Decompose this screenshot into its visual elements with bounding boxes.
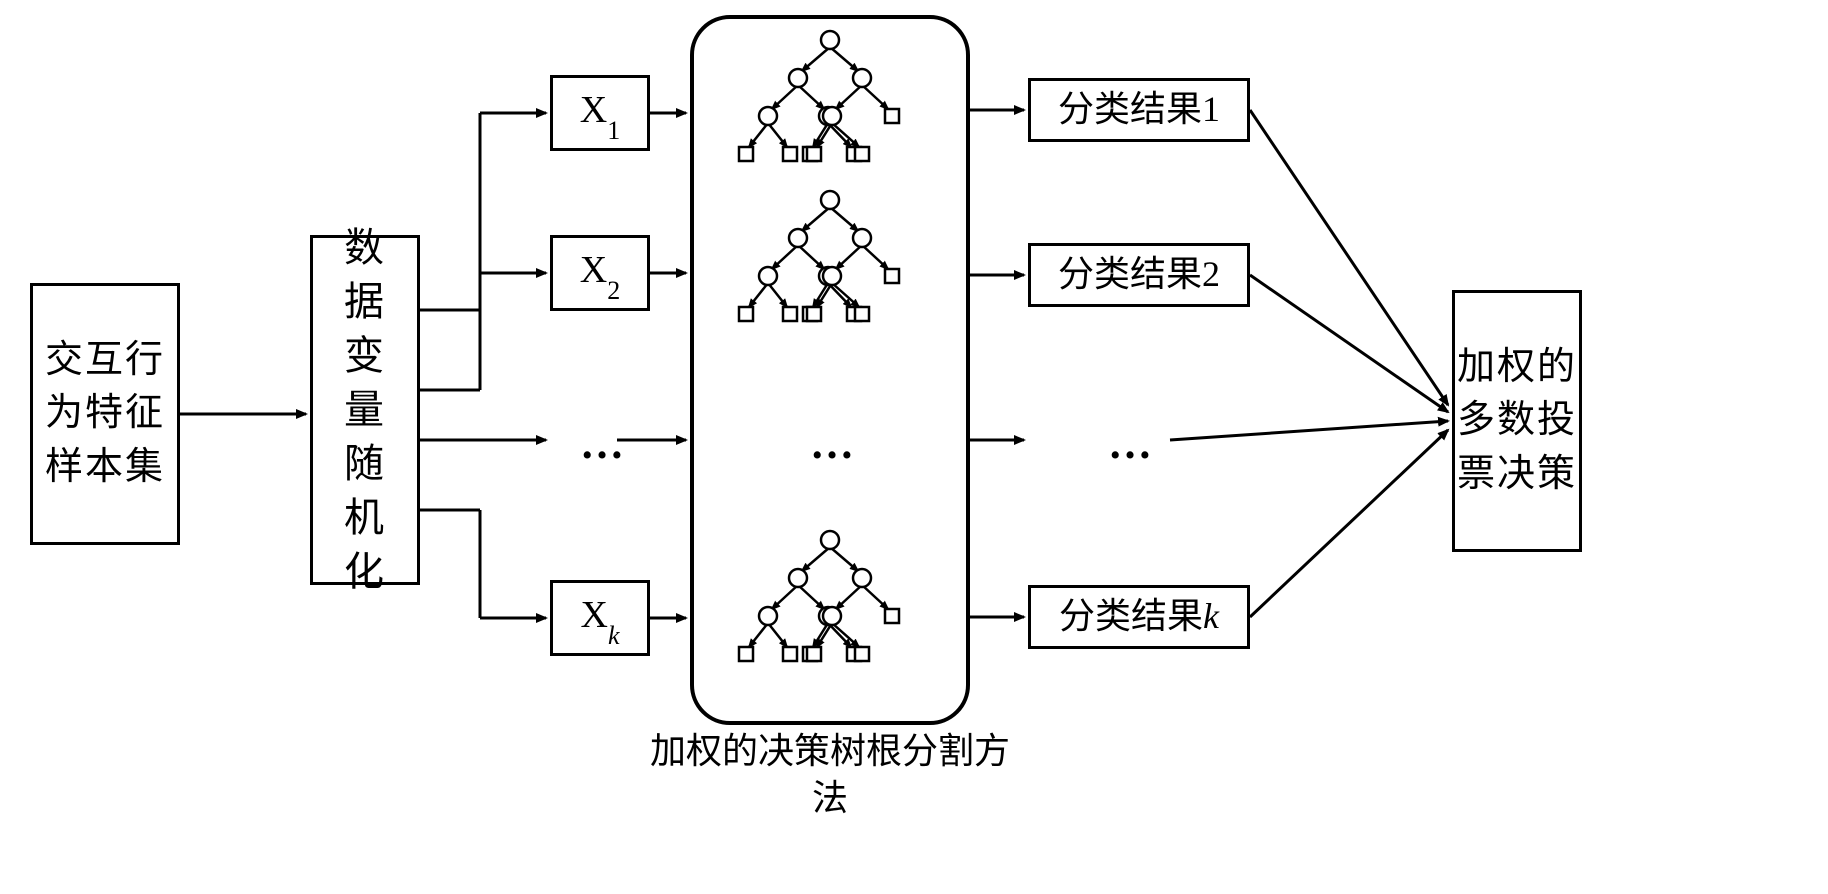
input-label: 交互行为特征样本集 — [45, 334, 165, 494]
resultk-label: 分类结果k — [1059, 595, 1219, 638]
x1-box: X1 — [550, 75, 650, 151]
ellipsis-x-col: … — [580, 418, 628, 469]
output-label: 加权的多数投票决策 — [1457, 341, 1577, 501]
tree-caption: 加权的决策树根分割方法 — [645, 728, 1015, 822]
randomize-box: 数据变量随机化 — [310, 235, 420, 585]
x2-label: X2 — [580, 248, 620, 298]
randomize-label: 数据变量随机化 — [344, 221, 386, 599]
input-box: 交互行为特征样本集 — [30, 283, 180, 545]
result1-box: 分类结果1 — [1028, 78, 1250, 142]
result2-label: 分类结果2 — [1058, 253, 1220, 296]
ellipsis-tree-col: … — [810, 418, 858, 469]
diagram-canvas: 交互行为特征样本集 数据变量随机化 X1 X2 Xk 加权的决策树根分割方法 分… — [0, 0, 1828, 894]
x1-label: X1 — [580, 88, 620, 138]
result1-label: 分类结果1 — [1058, 88, 1220, 131]
ellipsis-result-col: … — [1108, 418, 1156, 469]
xk-label: Xk — [581, 593, 620, 643]
resultk-box: 分类结果k — [1028, 585, 1250, 649]
xk-box: Xk — [550, 580, 650, 656]
x2-box: X2 — [550, 235, 650, 311]
output-box: 加权的多数投票决策 — [1452, 290, 1582, 552]
result2-box: 分类结果2 — [1028, 243, 1250, 307]
tree-container — [690, 15, 970, 725]
